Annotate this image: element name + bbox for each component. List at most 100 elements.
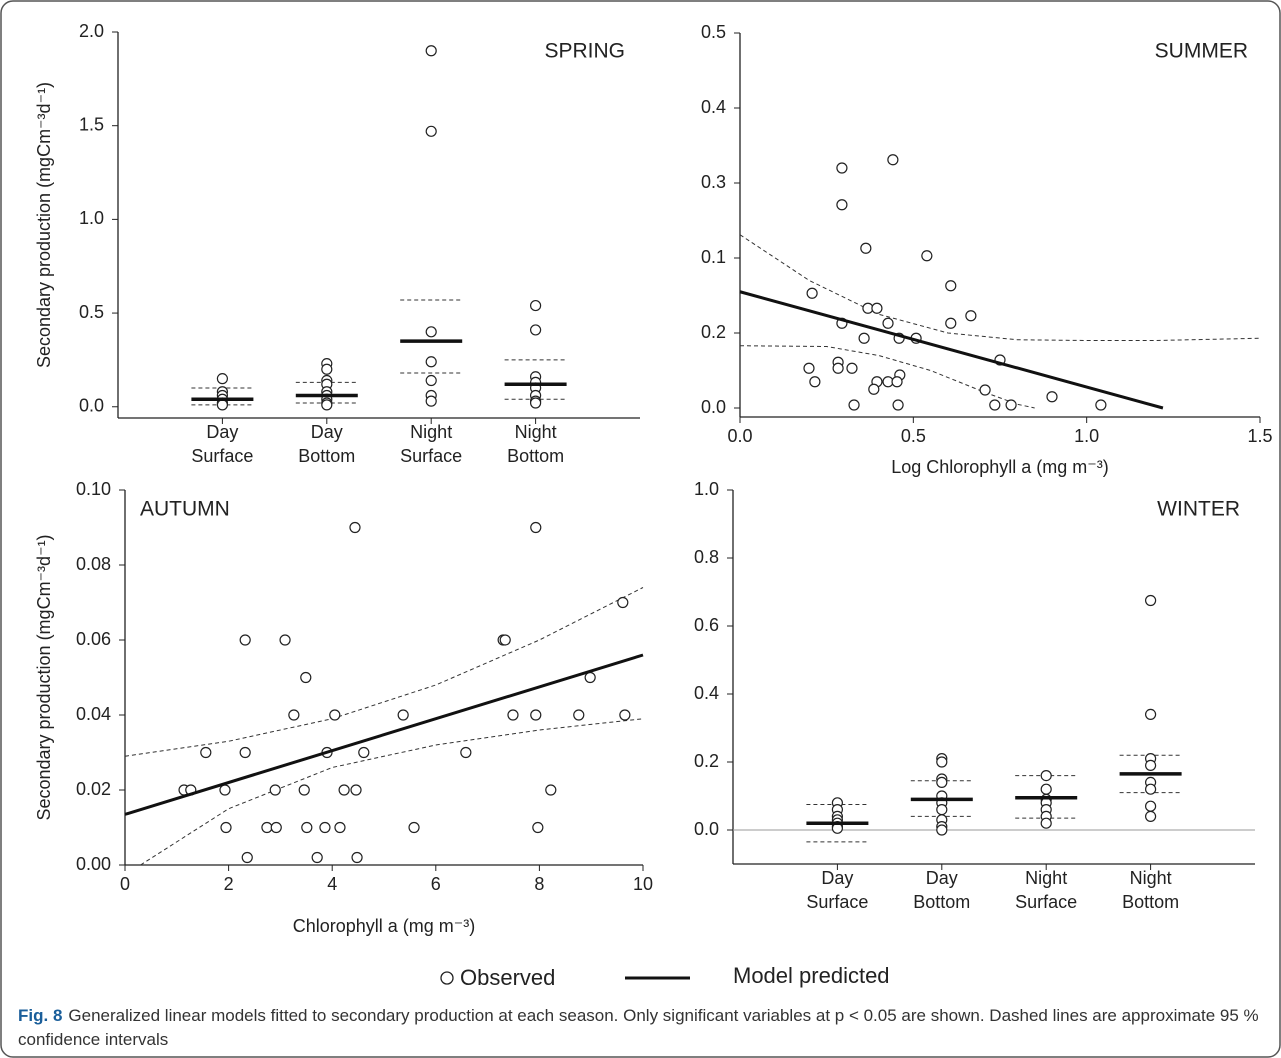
point	[936, 803, 948, 816]
point	[846, 362, 858, 374]
y-tick-label: 0.5	[79, 302, 104, 322]
point	[425, 326, 437, 338]
point	[1144, 810, 1157, 823]
x-tick-label: Day Surface	[191, 422, 254, 466]
point	[321, 399, 333, 411]
legend-label: Observed	[460, 965, 555, 990]
caption-text: Generalized linear models fitted to seco…	[18, 1006, 1259, 1049]
point	[860, 242, 872, 254]
point	[882, 317, 894, 329]
y-axis-label: Secondary production (mgCm⁻³d⁻¹)	[34, 82, 54, 368]
point	[806, 287, 818, 299]
panel-title: WINTER	[1157, 498, 1240, 521]
point	[545, 784, 557, 796]
point	[530, 709, 542, 721]
point	[529, 324, 542, 336]
x-tick-label: Day Bottom	[913, 868, 971, 912]
point	[425, 374, 437, 387]
confidence-interval	[739, 345, 1035, 409]
point	[499, 634, 511, 646]
point	[989, 399, 1001, 411]
y-tick-label: 0.3	[701, 172, 726, 192]
point	[425, 125, 437, 137]
point	[349, 521, 361, 534]
x-tick-label-box: Night Bottom	[507, 422, 565, 466]
x-tick-label: 10	[633, 874, 653, 894]
y-tick-label: 1.5	[79, 114, 104, 134]
point	[936, 776, 948, 789]
x-tick-label: Night Surface	[400, 422, 463, 466]
x-tick-label-box: Day Surface	[806, 868, 868, 912]
point	[892, 399, 904, 411]
legend-label: Model predicted	[733, 963, 890, 988]
point	[298, 784, 310, 796]
predicted	[124, 653, 644, 816]
point	[1005, 399, 1017, 411]
y-tick-label: 0.6	[694, 615, 719, 635]
x-tick-label: Day Bottom	[298, 422, 356, 466]
y-tick-label: 1.0	[79, 208, 104, 228]
x-tick-label-box: Night Surface	[1015, 868, 1077, 912]
point	[1095, 399, 1107, 411]
point	[460, 746, 472, 759]
y-tick-label: 0.0	[694, 819, 719, 839]
x-tick-label: Night Bottom	[507, 422, 565, 466]
y-tick-label: 0.2	[701, 322, 726, 342]
point	[529, 397, 542, 409]
y-tick-label: 0.4	[701, 97, 726, 117]
point	[338, 784, 350, 796]
point	[871, 302, 883, 314]
point	[358, 746, 370, 759]
y-tick-label: 0.08	[76, 554, 111, 574]
panel-title: SPRING	[544, 40, 625, 63]
point	[216, 373, 228, 385]
y-tick-label: 0.0	[79, 396, 104, 416]
y-tick-label: 0.2	[694, 751, 719, 771]
point	[936, 824, 948, 836]
point	[836, 162, 848, 174]
point	[1144, 800, 1157, 812]
point	[530, 521, 542, 534]
y-tick-label: 0.1	[701, 247, 726, 267]
point	[261, 821, 273, 834]
point	[425, 45, 437, 57]
y-tick-label: 0.8	[694, 547, 719, 567]
point	[945, 317, 957, 329]
point	[868, 383, 880, 395]
point	[979, 384, 991, 396]
point	[573, 709, 585, 721]
x-tick-label: 6	[431, 874, 441, 894]
point	[617, 596, 629, 609]
point	[321, 363, 333, 375]
point	[1040, 769, 1052, 782]
point	[1144, 708, 1157, 721]
y-tick-label: 2.0	[79, 21, 104, 41]
x-axis-label: Chlorophyll a (mg m⁻³)	[293, 916, 476, 936]
point	[936, 756, 948, 768]
x-tick-label: 1.0	[1074, 426, 1099, 446]
x-tick-label-box: Day Bottom	[298, 422, 356, 466]
point	[965, 310, 977, 322]
point	[219, 784, 231, 796]
point	[945, 280, 957, 292]
point	[408, 821, 420, 834]
point	[1040, 817, 1052, 829]
x-tick-label: 0.5	[901, 426, 926, 446]
x-tick-label: 8	[534, 874, 544, 894]
confidence-interval	[140, 718, 644, 866]
point	[507, 709, 519, 721]
x-tick-label: 2	[224, 874, 234, 894]
confidence-interval	[739, 234, 1261, 341]
point	[425, 395, 437, 407]
point	[397, 709, 409, 721]
y-tick-label: 0.0	[701, 397, 726, 417]
predicted	[739, 290, 1164, 410]
caption-label: Fig. 8	[18, 1006, 63, 1025]
x-tick-label-box: Night Bottom	[1122, 868, 1179, 912]
point	[848, 399, 860, 411]
point	[329, 709, 341, 721]
point	[858, 332, 870, 344]
x-tick-label-box: Night Surface	[400, 422, 463, 466]
y-axis-label: Secondary production (mgCm⁻³d⁻¹)	[34, 534, 54, 820]
point	[1144, 759, 1157, 772]
